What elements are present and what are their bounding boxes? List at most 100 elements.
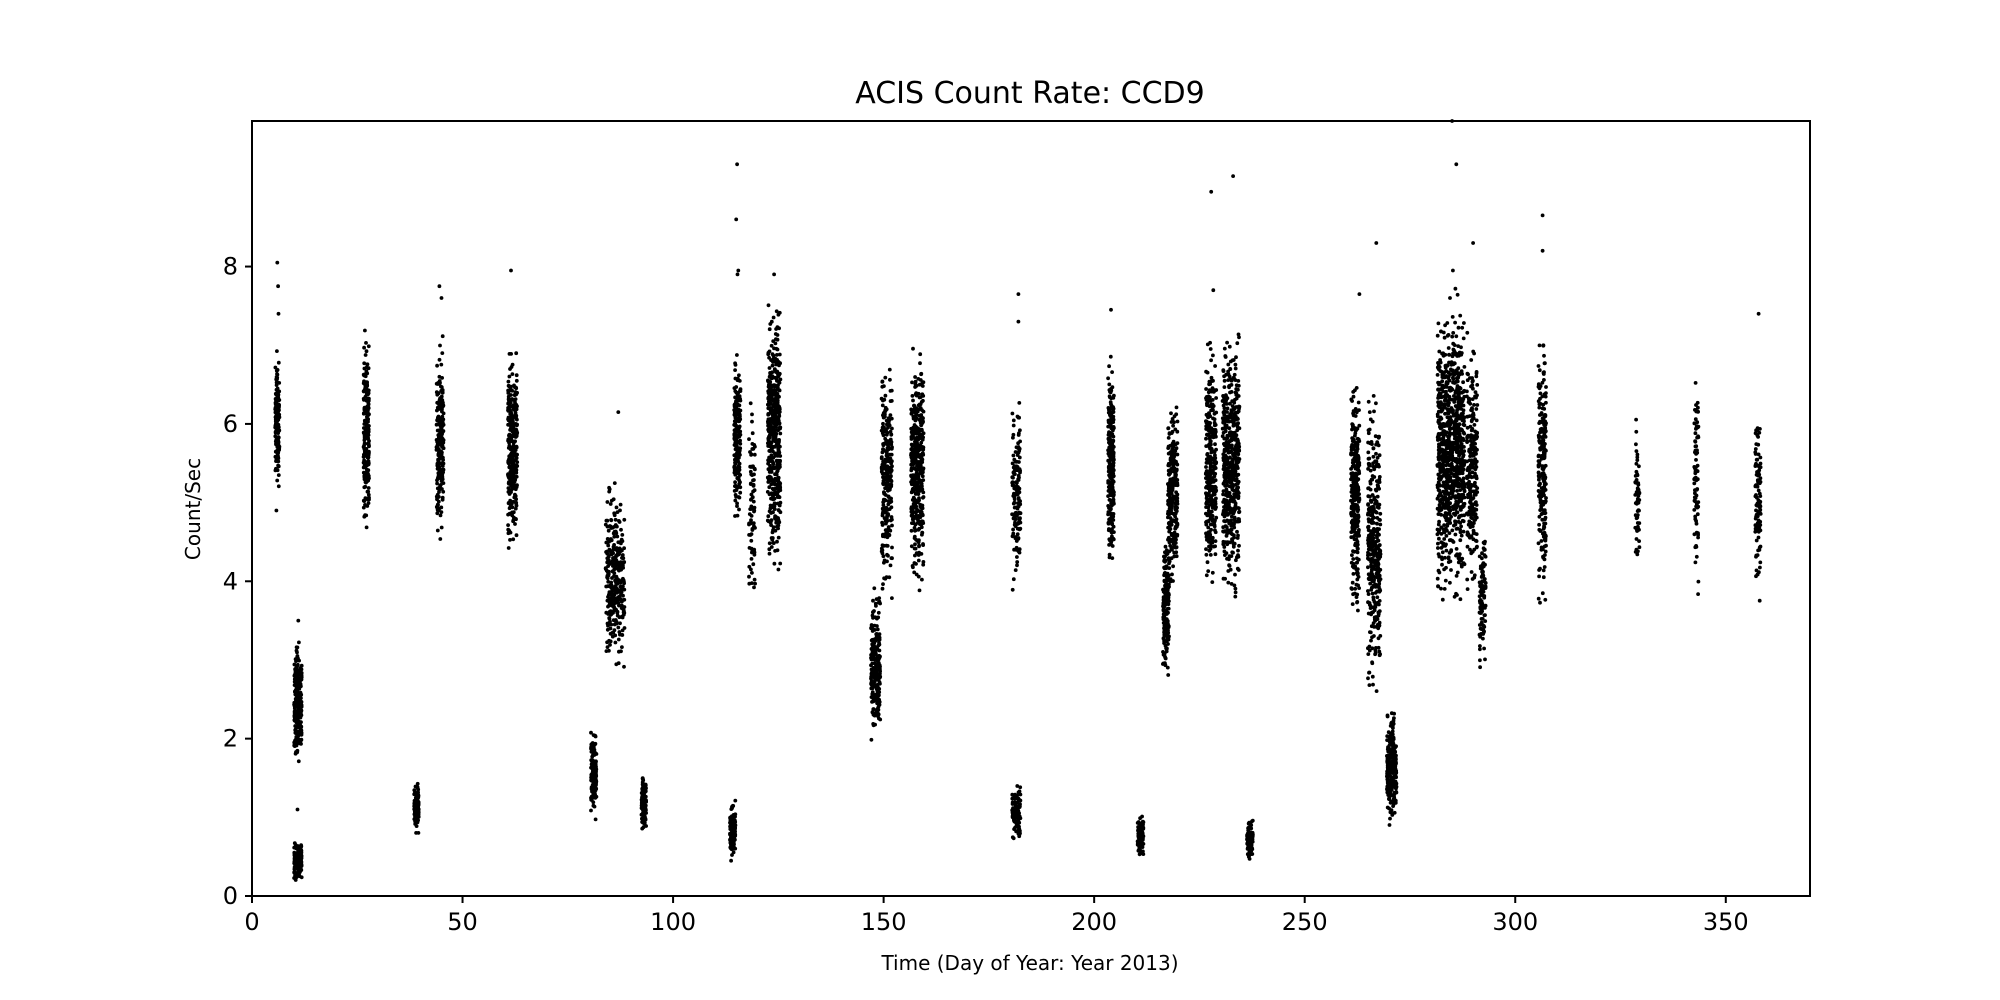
data-point [1174, 554, 1179, 559]
data-point [921, 398, 925, 403]
data-point [513, 506, 518, 511]
data-point [881, 534, 886, 538]
data-point [416, 802, 421, 806]
data-point [883, 409, 888, 413]
data-point [775, 347, 780, 352]
data-point [416, 787, 421, 792]
data-point [877, 596, 882, 600]
data-point [920, 428, 924, 433]
data-point [775, 469, 779, 474]
data-point [752, 585, 756, 590]
data-point [361, 505, 366, 510]
data-point [1174, 462, 1179, 466]
data-point [365, 504, 370, 508]
data-point [766, 378, 770, 383]
data-point [612, 592, 617, 597]
data-point [1174, 412, 1179, 417]
data-point [365, 362, 370, 367]
data-point [1015, 453, 1020, 457]
data-point [1109, 507, 1113, 511]
data-point [772, 384, 777, 389]
data-point [1013, 535, 1018, 539]
data-point [880, 471, 885, 476]
data-point [774, 431, 779, 436]
data-point [1169, 483, 1174, 488]
data-point [275, 415, 279, 420]
data-point [766, 402, 770, 407]
data-point [592, 753, 597, 757]
data-point [880, 506, 885, 511]
data-point [770, 376, 774, 381]
data-point [880, 548, 885, 553]
data-point [1165, 606, 1170, 611]
data-point [297, 640, 301, 645]
data-point [273, 365, 278, 370]
data-point [508, 387, 513, 392]
data-point [735, 450, 739, 455]
data-point [749, 546, 754, 551]
data-point [509, 437, 514, 441]
data-point [1107, 364, 1111, 369]
data-point [1016, 478, 1021, 482]
data-point [871, 699, 876, 704]
data-point [1018, 439, 1022, 444]
data-point [879, 456, 884, 461]
data-point [440, 390, 445, 395]
data-point [299, 663, 304, 668]
data-point [735, 412, 739, 417]
data-point [1167, 566, 1172, 570]
data-point [884, 453, 889, 458]
data-point [1137, 828, 1142, 833]
data-point [776, 410, 781, 415]
data-point [747, 581, 752, 586]
data-point [276, 473, 281, 477]
data-point [1109, 404, 1114, 408]
data-point [364, 449, 368, 454]
data-point [732, 846, 736, 851]
data-point [513, 406, 517, 410]
data-point [1168, 496, 1172, 500]
data-point [752, 472, 756, 477]
data-point [275, 393, 280, 398]
data-point [768, 463, 772, 468]
data-points [273, 119, 1763, 882]
data-point [514, 445, 519, 450]
data-point [273, 419, 278, 424]
data-point [772, 491, 776, 496]
data-point [506, 472, 510, 477]
data-point [621, 612, 626, 617]
data-point [1167, 499, 1172, 504]
data-point [438, 439, 443, 443]
data-point [361, 445, 366, 449]
data-point [512, 427, 517, 432]
data-point [911, 414, 916, 419]
data-point [439, 449, 443, 454]
data-point [292, 853, 297, 857]
data-point [366, 388, 371, 393]
data-point [276, 484, 281, 489]
data-point [911, 495, 916, 500]
data-point [881, 425, 885, 429]
data-point [297, 737, 302, 742]
data-point [277, 448, 281, 452]
data-point [1169, 420, 1174, 424]
data-point [439, 362, 444, 367]
data-point [591, 779, 596, 784]
data-point [366, 391, 371, 395]
data-point [880, 511, 885, 516]
data-point [276, 437, 280, 442]
data-point [641, 811, 645, 816]
data-point [890, 596, 894, 600]
data-point [731, 821, 736, 826]
data-point [1018, 428, 1022, 433]
data-point [915, 481, 920, 486]
data-point [752, 443, 757, 447]
data-point [888, 563, 893, 568]
data-point [614, 553, 619, 558]
data-point [366, 344, 371, 349]
data-point [605, 640, 609, 645]
data-point [919, 382, 924, 386]
data-point [877, 666, 882, 671]
data-point [748, 482, 753, 486]
data-point [772, 465, 777, 470]
